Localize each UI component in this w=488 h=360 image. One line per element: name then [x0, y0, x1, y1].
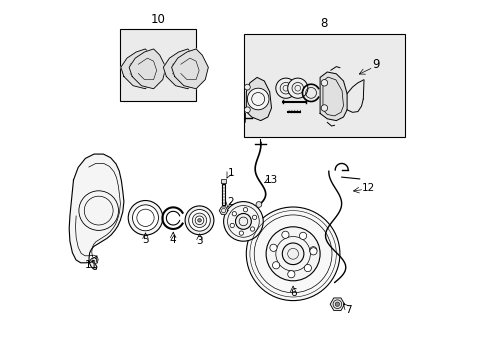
Circle shape — [132, 205, 158, 231]
Circle shape — [246, 207, 339, 301]
Circle shape — [235, 213, 251, 229]
Circle shape — [309, 248, 316, 255]
Text: 11: 11 — [85, 260, 98, 270]
Circle shape — [230, 223, 234, 228]
Circle shape — [287, 78, 307, 98]
Circle shape — [275, 78, 295, 98]
Polygon shape — [219, 207, 227, 214]
Text: 7: 7 — [345, 305, 351, 315]
Polygon shape — [69, 154, 123, 269]
Polygon shape — [246, 77, 271, 121]
Text: 1: 1 — [227, 168, 234, 178]
Polygon shape — [329, 298, 344, 310]
Circle shape — [304, 265, 311, 272]
Polygon shape — [163, 49, 200, 89]
Circle shape — [239, 231, 243, 235]
Circle shape — [223, 202, 263, 241]
Circle shape — [79, 191, 118, 230]
Circle shape — [335, 302, 339, 306]
Text: 10: 10 — [150, 13, 165, 26]
Circle shape — [265, 227, 320, 281]
Circle shape — [192, 213, 206, 228]
Polygon shape — [171, 49, 208, 89]
Circle shape — [269, 244, 277, 251]
Circle shape — [195, 216, 203, 225]
Circle shape — [309, 247, 316, 254]
Circle shape — [197, 219, 201, 222]
Text: 9: 9 — [371, 58, 379, 71]
Circle shape — [272, 262, 279, 269]
Circle shape — [321, 80, 327, 86]
Polygon shape — [121, 49, 157, 89]
Circle shape — [247, 88, 268, 110]
Circle shape — [188, 210, 210, 231]
Text: 13: 13 — [264, 175, 278, 185]
Bar — [120, 29, 196, 101]
Circle shape — [256, 202, 261, 207]
Circle shape — [252, 215, 256, 220]
Text: 12: 12 — [361, 183, 375, 193]
Text: 4: 4 — [169, 235, 176, 246]
Circle shape — [299, 232, 306, 239]
Circle shape — [321, 105, 327, 111]
Circle shape — [185, 206, 213, 235]
Text: 6: 6 — [289, 288, 296, 298]
Polygon shape — [320, 72, 346, 121]
Text: 8: 8 — [319, 17, 327, 30]
Text: 2: 2 — [227, 197, 234, 207]
Polygon shape — [129, 49, 165, 89]
Circle shape — [128, 201, 163, 235]
Circle shape — [287, 271, 294, 278]
Text: 3: 3 — [196, 236, 203, 246]
Bar — [221, 179, 225, 183]
Circle shape — [281, 231, 288, 238]
Circle shape — [243, 208, 247, 212]
Circle shape — [244, 107, 250, 113]
Polygon shape — [90, 257, 98, 264]
Bar — [244, 34, 404, 137]
Circle shape — [282, 243, 303, 265]
Circle shape — [244, 84, 250, 90]
Circle shape — [232, 212, 236, 216]
Text: 5: 5 — [142, 235, 148, 246]
Circle shape — [250, 227, 254, 231]
Bar — [222, 184, 225, 205]
